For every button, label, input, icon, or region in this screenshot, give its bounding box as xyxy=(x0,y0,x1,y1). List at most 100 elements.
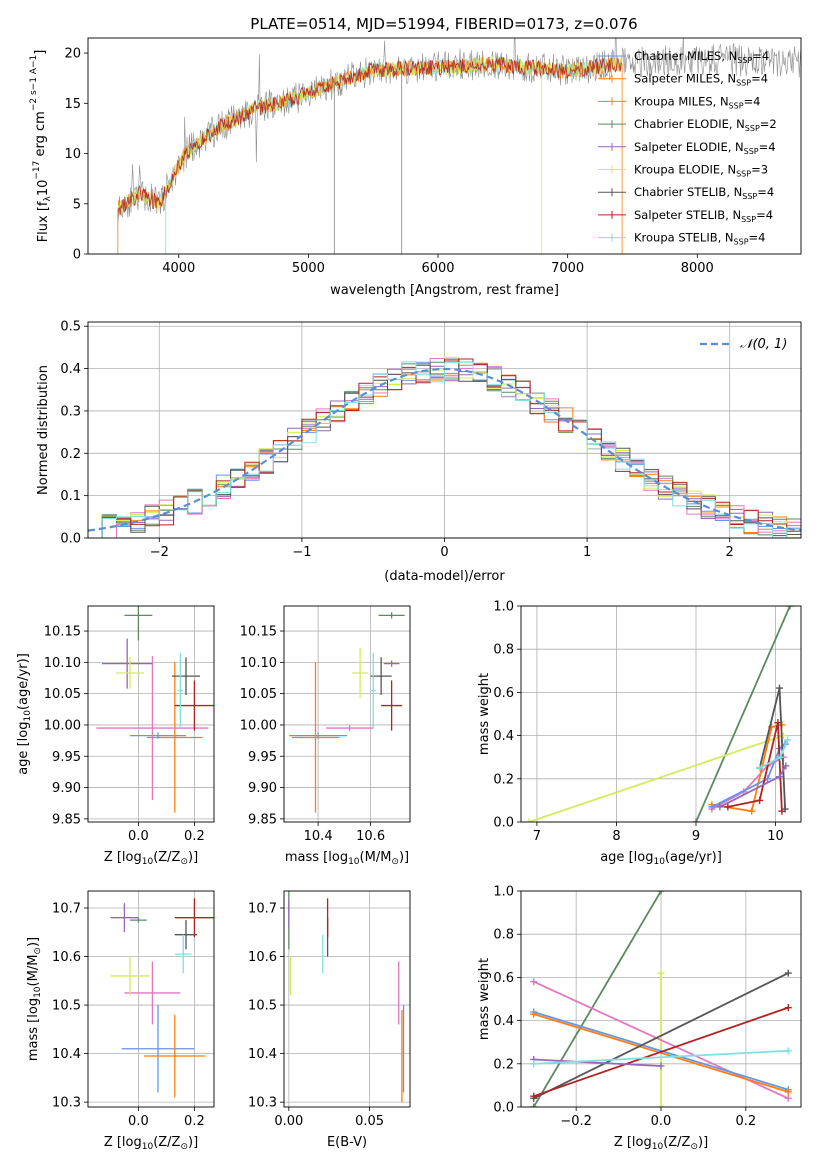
y-tick-label: 10.4 xyxy=(248,1047,277,1062)
weight-marker xyxy=(786,606,794,610)
axes-frame xyxy=(87,605,215,823)
weight-marker xyxy=(784,1047,792,1055)
weight-marker xyxy=(782,762,790,770)
weight-line xyxy=(532,891,662,1107)
errorbar-point xyxy=(121,1005,195,1093)
axes-frame xyxy=(87,321,802,539)
y-tick-label: 0.5 xyxy=(60,320,81,335)
y-tick-label: 10.15 xyxy=(240,625,277,640)
weight-line xyxy=(711,756,784,810)
axes-frame xyxy=(520,605,802,823)
x-tick-label: −1 xyxy=(292,545,311,560)
x-axis-label: age [log10(age/yr)] xyxy=(600,850,722,867)
y-tick-label: 20 xyxy=(64,47,81,62)
weight-marker xyxy=(525,818,533,822)
weight-marker xyxy=(756,764,764,772)
errorbar-point xyxy=(352,647,368,699)
plot-area xyxy=(530,891,792,1107)
weight-marker xyxy=(784,969,792,977)
x-tick-label: 10.4 xyxy=(304,829,333,844)
weight-line xyxy=(533,1058,662,1067)
y-tick-label: 9.85 xyxy=(52,812,81,827)
y-tick-label: 10.4 xyxy=(52,1047,81,1062)
errorbar-point xyxy=(124,606,153,641)
errorbar-point xyxy=(378,612,405,619)
legend-entry: Chabrier STELIB, NSSP=4 xyxy=(634,185,774,201)
x-tick-label: 0.2 xyxy=(184,829,205,844)
weight-marker xyxy=(657,1103,665,1107)
panel-weight-vs-z: −0.2 0.0 0.2 0.0 0.2 0.4 0.6 0.8 1.0 Z [log10(Z/Z… xyxy=(477,885,802,1152)
plot-area xyxy=(96,606,214,813)
y-tick-label: 0.2 xyxy=(493,772,514,787)
x-axis-label: Z [log10(Z/Z⊙)] xyxy=(104,850,198,867)
weight-line xyxy=(533,1011,789,1091)
x-tick-label: 0.05 xyxy=(355,1114,384,1129)
weight-marker xyxy=(776,684,784,692)
y-tick-label: 15 xyxy=(64,97,81,112)
y-tick-label: 10.7 xyxy=(248,901,277,916)
legend-entry: Chabrier MILES, NSSP=4 xyxy=(634,49,769,65)
spectrum-legend: Chabrier MILES, NSSP=4 Salpeter MILES, NS… xyxy=(598,49,777,247)
y-tick-label: 0.6 xyxy=(493,971,514,986)
axes-frame xyxy=(283,890,411,1108)
panel-residuals: −2 −1 0 1 2 0.0 0.1 0.2 0.3 0.4 0.5 𝒩(0, 1) (data-mo… xyxy=(36,320,802,584)
errorbar-point xyxy=(102,638,153,689)
y-tick-label: 10.00 xyxy=(44,718,81,733)
x-tick-label: −0.2 xyxy=(560,1114,592,1129)
x-tick-label: 5000 xyxy=(292,261,325,276)
errorbar-point xyxy=(130,917,147,923)
y-tick-label: 10.05 xyxy=(44,687,81,702)
errorbar-point xyxy=(110,903,139,933)
x-tick-label: 10.6 xyxy=(356,829,385,844)
weight-marker xyxy=(783,736,791,744)
errorbar-point xyxy=(110,956,150,996)
weight-marker xyxy=(657,891,665,895)
errorbar-point xyxy=(174,898,214,938)
y-tick-label: 9.85 xyxy=(248,812,277,827)
weight-marker xyxy=(724,803,732,811)
y-tick-label: 9.95 xyxy=(248,750,277,765)
y-tick-label: 0.3 xyxy=(60,404,81,419)
errorbar-point xyxy=(174,934,192,974)
y-tick-label: 10.3 xyxy=(248,1096,277,1111)
panel-spectrum: 4000 5000 6000 7000 8000 0 5 10 15 20 wavelength [… xyxy=(29,37,802,298)
y-tick-label: 10.6 xyxy=(52,950,81,965)
y-tick-label: 0.0 xyxy=(60,532,81,547)
x-tick-label: 9 xyxy=(692,829,700,844)
y-tick-label: 0.4 xyxy=(60,362,81,377)
legend-entry: Salpeter STELIB, NSSP=4 xyxy=(634,208,773,224)
weight-marker xyxy=(657,1062,665,1070)
x-tick-label: 0.2 xyxy=(736,1114,757,1129)
y-tick-label: 10 xyxy=(64,147,81,162)
y-tick-label: 0.8 xyxy=(493,928,514,943)
x-axis-label: Z [log10(Z/Z⊙)] xyxy=(614,1135,708,1152)
weight-marker xyxy=(716,803,724,811)
plot-area xyxy=(525,606,794,822)
x-tick-label: 0.00 xyxy=(274,1114,303,1129)
x-axis-label: wavelength [Angstrom, rest frame] xyxy=(330,283,559,298)
errorbar-point xyxy=(326,724,374,732)
y-tick-label: 5 xyxy=(73,197,81,212)
legend-entry: 𝒩(0, 1) xyxy=(740,337,787,352)
y-axis-label: mass weight xyxy=(477,673,492,755)
errorbar-point xyxy=(124,961,181,1025)
y-tick-label: 0.0 xyxy=(493,816,514,831)
legend-entry: Kroupa STELIB, NSSP=4 xyxy=(634,231,765,247)
y-axis-label: Normed distribution xyxy=(36,365,51,495)
y-axis-label: age [log10(age/yr)] xyxy=(16,653,33,775)
y-tick-label: 0.0 xyxy=(493,1101,514,1116)
weight-line xyxy=(695,606,791,822)
errorbar-point xyxy=(291,662,340,813)
y-tick-label: 10.05 xyxy=(240,687,277,702)
panel-age-vs-z: 0.0 0.2 9.85 9.90 9.95 10.00 10.05 10.10 10.15 Z … xyxy=(16,605,215,867)
legend-entry: Salpeter ELODIE, NSSP=4 xyxy=(634,140,776,156)
errorbar-point xyxy=(174,920,198,950)
axes-frame xyxy=(87,37,802,255)
plot-area xyxy=(288,891,405,1103)
weight-marker xyxy=(784,1088,792,1096)
y-tick-label: 10.7 xyxy=(52,901,81,916)
panel-mass-vs-z: 0.0 0.2 10.3 10.4 10.5 10.6 10.7 Z [log10(Z/Z⊙)… xyxy=(26,890,215,1152)
weight-marker xyxy=(756,796,764,804)
panel-weight-vs-age: 7 8 9 10 0.0 0.2 0.4 0.6 0.8 1.0 age [log10(age/yr… xyxy=(477,600,802,867)
